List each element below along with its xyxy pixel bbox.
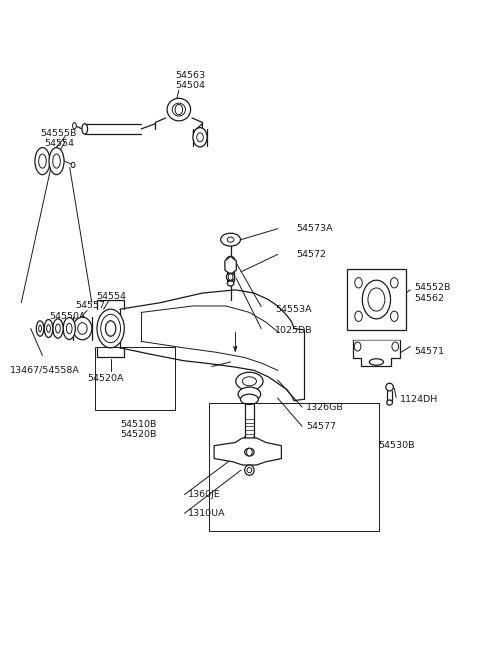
Ellipse shape <box>39 154 46 168</box>
Ellipse shape <box>97 309 124 348</box>
Text: 54510B
54520B: 54510B 54520B <box>120 420 157 440</box>
Ellipse shape <box>36 321 44 336</box>
Circle shape <box>247 448 252 456</box>
Text: 54571: 54571 <box>414 346 444 355</box>
Text: 54563
54504: 54563 54504 <box>176 71 205 90</box>
Ellipse shape <box>227 273 235 281</box>
Ellipse shape <box>78 323 87 334</box>
Ellipse shape <box>56 324 60 333</box>
Text: 54550A: 54550A <box>49 313 86 321</box>
Polygon shape <box>225 256 236 275</box>
Ellipse shape <box>227 256 235 264</box>
Ellipse shape <box>101 314 120 343</box>
Text: 1326GB: 1326GB <box>306 403 344 411</box>
Ellipse shape <box>240 394 258 405</box>
Ellipse shape <box>387 400 393 405</box>
Ellipse shape <box>73 317 92 340</box>
Ellipse shape <box>242 377 256 386</box>
Circle shape <box>355 278 362 288</box>
Ellipse shape <box>236 373 263 390</box>
Text: 1310UA: 1310UA <box>188 509 226 518</box>
Text: 54554: 54554 <box>96 292 127 301</box>
Circle shape <box>362 281 391 319</box>
Ellipse shape <box>66 323 72 334</box>
Bar <box>209 403 379 532</box>
Ellipse shape <box>238 387 261 401</box>
Ellipse shape <box>247 468 252 473</box>
Ellipse shape <box>72 122 76 129</box>
Ellipse shape <box>221 233 240 246</box>
Bar <box>95 347 175 410</box>
Text: 54552B
54562: 54552B 54562 <box>414 283 450 303</box>
Ellipse shape <box>197 133 204 142</box>
Text: 54572: 54572 <box>297 250 326 259</box>
Circle shape <box>175 104 182 115</box>
Ellipse shape <box>386 383 393 391</box>
Polygon shape <box>214 438 281 465</box>
Text: 54555B
54554: 54555B 54554 <box>41 129 77 148</box>
Circle shape <box>355 311 362 321</box>
Ellipse shape <box>71 162 75 168</box>
Text: 1025DB: 1025DB <box>275 326 313 335</box>
Ellipse shape <box>245 465 254 475</box>
Ellipse shape <box>53 154 60 168</box>
Circle shape <box>228 274 233 281</box>
Ellipse shape <box>82 124 87 134</box>
Text: 54577: 54577 <box>306 422 336 431</box>
Ellipse shape <box>228 237 234 242</box>
Text: 1360JE: 1360JE <box>188 490 221 499</box>
Text: 1124DH: 1124DH <box>400 395 438 404</box>
Circle shape <box>391 311 398 321</box>
Text: 13467/54558A: 13467/54558A <box>10 366 79 375</box>
Ellipse shape <box>106 321 116 336</box>
Text: 54557: 54557 <box>75 302 105 311</box>
Text: 54530B: 54530B <box>379 442 415 450</box>
Ellipse shape <box>245 448 254 456</box>
Ellipse shape <box>167 99 191 121</box>
Ellipse shape <box>53 319 63 338</box>
Ellipse shape <box>44 319 53 338</box>
Text: 54553A: 54553A <box>275 305 312 313</box>
Ellipse shape <box>49 148 64 175</box>
Text: 54520A: 54520A <box>88 374 124 382</box>
Ellipse shape <box>35 148 50 175</box>
Circle shape <box>368 288 385 311</box>
Circle shape <box>354 342 361 351</box>
Ellipse shape <box>172 103 185 116</box>
Ellipse shape <box>63 317 75 340</box>
Bar <box>347 269 406 330</box>
Ellipse shape <box>228 281 234 286</box>
Ellipse shape <box>47 325 50 332</box>
Circle shape <box>392 342 398 351</box>
Ellipse shape <box>370 359 384 365</box>
Text: 54573A: 54573A <box>297 224 333 233</box>
Ellipse shape <box>193 127 207 147</box>
Ellipse shape <box>39 325 41 332</box>
Circle shape <box>391 278 398 288</box>
Polygon shape <box>353 340 400 366</box>
